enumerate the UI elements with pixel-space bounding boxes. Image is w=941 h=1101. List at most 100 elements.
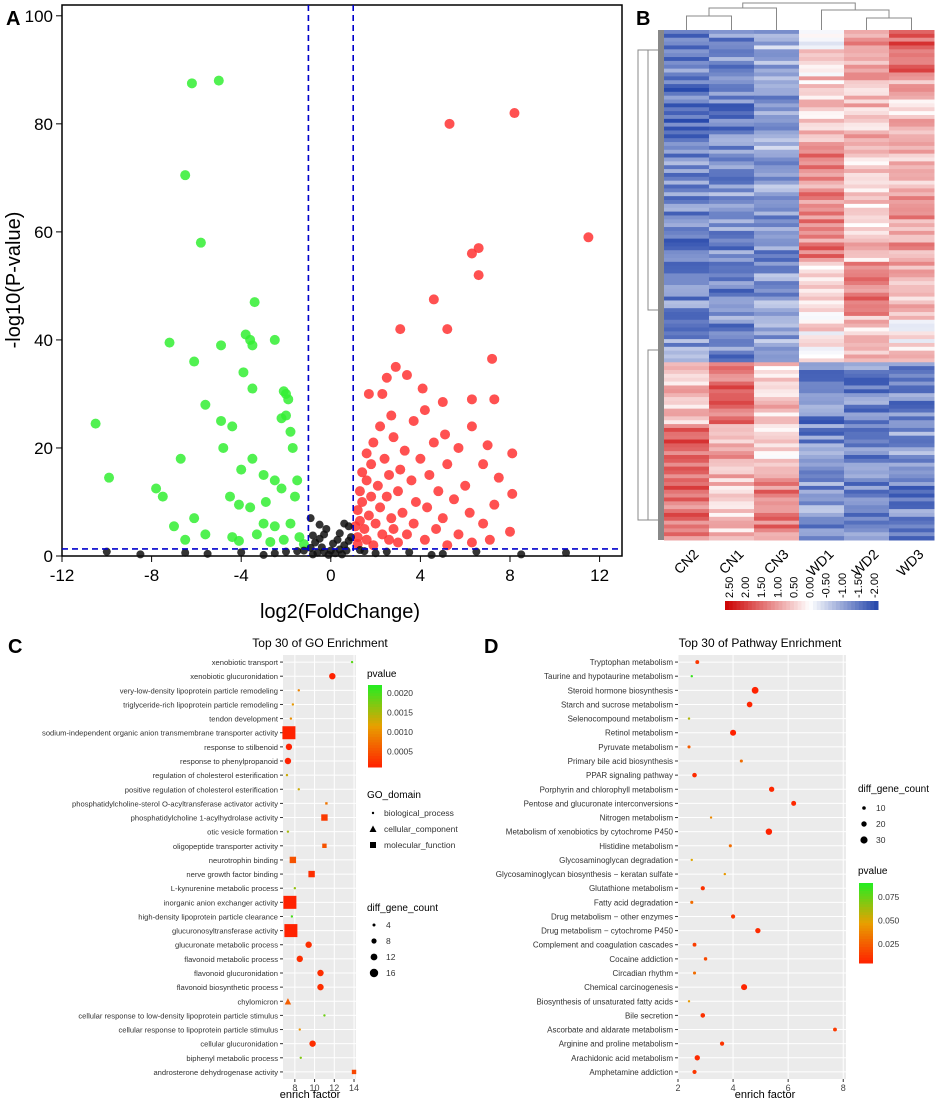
heatmap-cell	[754, 497, 800, 502]
heatmap-cell	[799, 447, 845, 452]
heatmap-cell	[799, 230, 845, 236]
heatmap-cell	[664, 501, 710, 506]
heatmap-cell	[754, 87, 800, 93]
legend-tick-label: 0.075	[878, 892, 900, 902]
heatmap-cell	[709, 427, 755, 433]
heatmap-cell	[799, 196, 845, 201]
heatmap-cell	[709, 370, 755, 375]
heatmap-cell	[844, 308, 890, 313]
heatmap-cell	[664, 331, 710, 336]
heatmap-cell	[754, 246, 800, 251]
data-point-down	[227, 421, 238, 432]
data-point	[791, 800, 797, 806]
heatmap-cell	[844, 95, 890, 101]
heatmap-cell	[709, 153, 755, 158]
data-point	[692, 942, 697, 947]
heatmap-cell	[664, 493, 710, 498]
heatmap-cell	[709, 451, 755, 456]
data-point	[719, 1041, 725, 1046]
legend-color-step	[801, 601, 806, 610]
heatmap-cell	[664, 149, 710, 155]
heatmap-cell	[844, 412, 890, 417]
heatmap-cell	[799, 427, 845, 433]
data-point-up	[352, 505, 363, 516]
heatmap-cell	[754, 304, 800, 309]
heatmap-cell	[889, 296, 935, 301]
data-point	[283, 895, 297, 909]
data-point	[299, 1056, 302, 1059]
heatmap-cell	[664, 354, 710, 359]
heatmap-cell	[754, 342, 800, 348]
data-point-up	[395, 464, 406, 475]
legend-color-step	[855, 601, 860, 610]
heatmap-cell	[799, 389, 845, 394]
heatmap-cell	[844, 142, 890, 147]
heatmap-cell	[709, 458, 755, 464]
category-label: flavonoid glucuronidation	[194, 969, 278, 978]
heatmap-cell	[754, 296, 800, 301]
heatmap-cell	[799, 161, 845, 166]
heatmap-cell	[664, 161, 710, 166]
category-label: Porphyrin and chlorophyll metabolism	[540, 785, 674, 794]
heatmap-cell	[799, 501, 845, 506]
heatmap-cell	[709, 470, 755, 475]
heatmap-cell	[754, 107, 800, 112]
category-label: Arginine and proline metabolism	[559, 1040, 674, 1049]
heatmap-cell	[844, 227, 890, 232]
legend-color-step	[368, 742, 382, 746]
legend-color-step	[859, 901, 873, 905]
legend-label: 10	[876, 803, 886, 813]
heatmap-cell	[844, 138, 890, 143]
legend-tick-label: 2.00	[740, 577, 752, 598]
heatmap-cell	[664, 404, 710, 410]
heatmap-cell	[889, 416, 935, 421]
heatmap-cell	[889, 196, 935, 201]
legend-color-step	[859, 957, 873, 961]
heatmap-cell	[799, 87, 845, 93]
category-label: Glycosaminoglycan biosynthesis − keratan…	[496, 870, 674, 879]
heatmap-cell	[754, 122, 800, 128]
heatmap-cell	[844, 427, 890, 433]
heatmap-cell	[664, 323, 710, 328]
heatmap-cell	[754, 238, 800, 243]
data-point-up	[473, 270, 484, 281]
category-label: cellular response to lipoprotein particl…	[118, 1026, 278, 1035]
data-point-up	[482, 440, 493, 451]
data-point	[768, 786, 775, 792]
data-point	[317, 983, 324, 991]
category-label: Bile secretion	[625, 1011, 673, 1020]
heatmap-cell	[754, 57, 800, 62]
heatmap-cell	[844, 482, 890, 487]
heatmap-cell	[664, 451, 710, 456]
data-point-down	[164, 337, 175, 348]
heatmap-cell	[709, 111, 755, 116]
data-point-up	[352, 532, 363, 543]
heatmap-cell	[889, 404, 935, 410]
heatmap-cell	[754, 362, 800, 367]
legend-size-dot	[370, 953, 378, 961]
data-point-up	[466, 421, 477, 432]
data-point	[291, 703, 295, 706]
heatmap-cell	[664, 172, 710, 178]
data-point-down	[189, 513, 200, 524]
heatmap-cell	[664, 180, 710, 186]
heatmap-cell	[754, 478, 800, 483]
heatmap-cell	[754, 350, 800, 356]
heatmap-cell	[889, 200, 935, 205]
heatmap-cell	[799, 505, 845, 510]
heatmap-cell	[889, 335, 935, 340]
heatmap-cell	[799, 273, 845, 278]
heatmap-cell	[754, 300, 800, 305]
legend-tick-label: -0.50	[821, 573, 833, 598]
data-point	[700, 886, 705, 891]
heatmap-cell	[889, 451, 935, 456]
heatmap-cell	[799, 238, 845, 243]
heatmap-cell	[709, 33, 755, 39]
data-point	[692, 971, 697, 975]
heatmap-cell	[799, 277, 845, 282]
heatmap-cell	[799, 520, 845, 526]
heatmap-cell	[709, 196, 755, 201]
heatmap-cell	[709, 142, 755, 147]
heatmap-cell	[709, 138, 755, 143]
heatmap-cell	[664, 292, 710, 298]
